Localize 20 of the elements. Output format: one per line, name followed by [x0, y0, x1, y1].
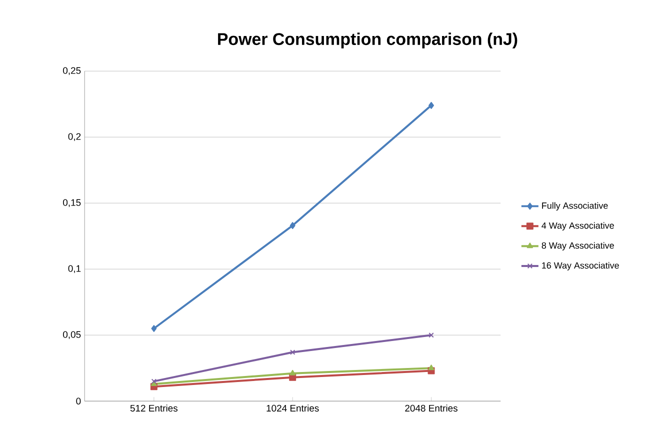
x-tick-label: 1024 Entries	[266, 404, 319, 412]
legend-label: 4 Way Associative	[542, 222, 614, 230]
y-tick-label: 0,1	[68, 265, 81, 274]
point	[290, 222, 296, 230]
point	[428, 102, 434, 109]
chart-title: Power Consumption comparison (nJ)	[218, 32, 518, 48]
y-tick-label: 0,25	[63, 67, 81, 76]
y-tick-label: 0,15	[63, 199, 81, 208]
y-tick-label: 0,2	[68, 133, 81, 142]
y-tick-label: 0	[76, 398, 81, 404]
legend-label: 16 Way Associative	[542, 262, 619, 270]
point	[151, 325, 157, 332]
legend-label: Fully Associative	[542, 202, 608, 211]
legend-label: 8 Way Associative	[542, 242, 614, 250]
point	[428, 364, 434, 370]
point	[290, 370, 296, 376]
y-tick-label: 0,05	[63, 331, 81, 340]
x-tick-label: 512 Entries	[130, 404, 178, 412]
point	[290, 350, 296, 355]
x-tick-label: 2048 Entries	[405, 404, 458, 412]
